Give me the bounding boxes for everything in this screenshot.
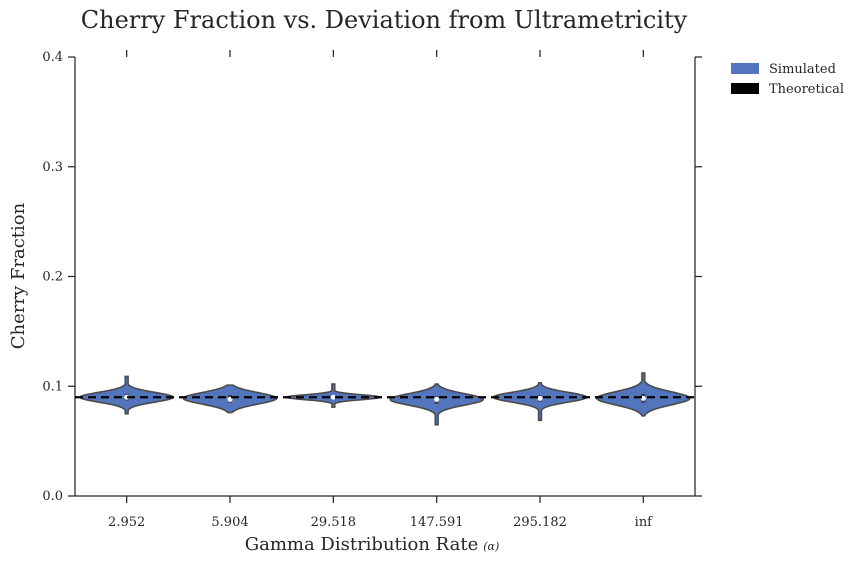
x-axis-label-symbol: (α) xyxy=(483,540,499,553)
y-tick-label: 0.2 xyxy=(42,270,63,285)
x-tick-label: 295.182 xyxy=(513,515,567,530)
y-tick-label: 0.4 xyxy=(42,50,63,65)
violin-median-dot xyxy=(124,394,130,400)
x-tick-label: inf xyxy=(635,515,654,530)
x-tick-label: 29.518 xyxy=(311,515,357,530)
violin-median-dot xyxy=(434,396,440,402)
x-axis-label-text: Gamma Distribution Rate xyxy=(245,534,479,555)
legend-label: Simulated xyxy=(769,62,836,77)
x-tick-label: 147.591 xyxy=(410,515,464,530)
x-tick-label: 2.952 xyxy=(108,515,145,530)
y-tick-label: 0.0 xyxy=(42,489,63,504)
legend-label: Theoretical xyxy=(769,82,844,97)
y-axis-label: Cherry Fraction xyxy=(8,202,29,349)
violin-body xyxy=(389,383,485,426)
violin-median-dot xyxy=(330,394,336,400)
y-tick-label: 0.1 xyxy=(42,379,63,394)
plot-area: 0.0 0.1 0.2 0.3 0.4 2.952 5.904 29.518 147.591 29… xyxy=(42,50,702,530)
x-tick-label: 5.904 xyxy=(211,515,248,530)
legend: Simulated Theoretical xyxy=(731,62,844,97)
y-tick-label: 0.3 xyxy=(42,160,63,175)
violin-median-dot xyxy=(640,395,646,401)
x-axis-label: Gamma Distribution Rate (α) xyxy=(245,534,500,555)
legend-swatch xyxy=(731,83,759,94)
legend-swatch xyxy=(731,63,759,74)
violin-median-dot xyxy=(537,395,543,401)
chart-title: Cherry Fraction vs. Deviation from Ultra… xyxy=(81,6,688,34)
